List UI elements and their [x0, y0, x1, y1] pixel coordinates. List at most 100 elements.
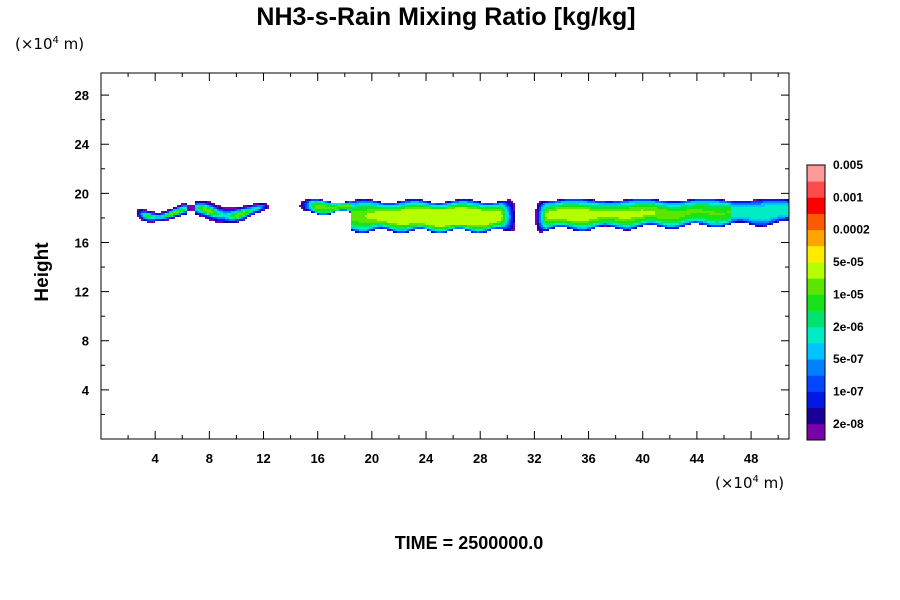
- heatmap-cell: [457, 199, 459, 201]
- heatmap-cell: [347, 209, 349, 211]
- heatmap-cell: [473, 227, 481, 229]
- heatmap-cell: [537, 227, 539, 229]
- heatmap-cell: [507, 211, 509, 213]
- heatmap-cell: [643, 209, 667, 211]
- heatmap-cell: [541, 223, 543, 225]
- heatmap-cell: [359, 231, 365, 233]
- heatmap-cell: [245, 217, 247, 219]
- heatmap-cell: [619, 223, 633, 225]
- heatmap-cell: [357, 207, 385, 209]
- heatmap-cell: [179, 207, 181, 209]
- heatmap-cell: [215, 213, 219, 215]
- heatmap-cell: [179, 215, 181, 217]
- heatmap-cell: [683, 223, 685, 225]
- heatmap-cell: [423, 227, 425, 229]
- heatmap-cell: [639, 225, 641, 227]
- heatmap-cell: [511, 213, 513, 215]
- heatmap-cell: [409, 205, 425, 207]
- heatmap-cell: [331, 211, 333, 213]
- heatmap-cell: [149, 215, 153, 217]
- heatmap-cell: [661, 225, 663, 227]
- heatmap-cell: [301, 203, 303, 205]
- heatmap-cell: [655, 199, 659, 201]
- heatmap-cell: [617, 227, 619, 229]
- heatmap-cell: [145, 219, 147, 221]
- heatmap-cell: [205, 215, 207, 217]
- heatmap-cell: [155, 219, 161, 221]
- heatmap-cell: [377, 219, 501, 221]
- heatmap-cell: [207, 201, 211, 203]
- heatmap-cell: [239, 211, 243, 213]
- heatmap-cell: [201, 211, 203, 213]
- heatmap-cell: [195, 211, 197, 213]
- heatmap-cell: [443, 203, 447, 205]
- heatmap-cell: [249, 211, 251, 213]
- heatmap-cell: [151, 213, 155, 215]
- heatmap-cell: [503, 223, 505, 225]
- heatmap-cell: [705, 217, 729, 219]
- heatmap-cell: [205, 205, 207, 207]
- heatmap-cell: [307, 207, 309, 209]
- heatmap-cell: [503, 215, 505, 217]
- heatmap-cell: [195, 209, 197, 211]
- heatmap-cell: [147, 221, 155, 223]
- heatmap-cell: [543, 227, 545, 229]
- heatmap-cell: [425, 205, 431, 207]
- heatmap-cell: [587, 227, 591, 229]
- heatmap-cell: [737, 219, 743, 221]
- heatmap-cell: [177, 205, 179, 207]
- heatmap-cell: [683, 225, 685, 227]
- heatmap-cell: [465, 229, 467, 231]
- heatmap-cell: [507, 213, 509, 215]
- heatmap-cell: [355, 199, 357, 201]
- heatmap-cell: [165, 219, 169, 221]
- heatmap-cell: [769, 217, 777, 219]
- heatmap-cell: [613, 201, 621, 203]
- y-tick-label: 8: [82, 334, 89, 349]
- heatmap-cell: [485, 229, 487, 231]
- heatmap-cell: [543, 223, 545, 225]
- heatmap-cell: [169, 209, 171, 211]
- heatmap-cell: [681, 205, 693, 207]
- heatmap-cell: [209, 205, 211, 207]
- heatmap-cell: [177, 207, 179, 209]
- heatmap-cell: [263, 205, 265, 207]
- heatmap-cell: [311, 209, 313, 211]
- heatmap-cell: [541, 215, 543, 217]
- heatmap-cell: [197, 203, 205, 205]
- heatmap-cell: [621, 201, 629, 203]
- heatmap-cell: [729, 217, 731, 219]
- heatmap-cell: [623, 199, 625, 201]
- heatmap-cell: [687, 209, 703, 211]
- heatmap-cell: [501, 209, 503, 211]
- heatmap-cell: [507, 225, 509, 227]
- heatmap-cell: [545, 213, 655, 215]
- heatmap-cell: [207, 211, 213, 213]
- heatmap-cell: [215, 221, 223, 223]
- heatmap-cell: [603, 225, 607, 227]
- heatmap-cell: [503, 205, 505, 207]
- heatmap-cell: [249, 213, 251, 215]
- heatmap-cell: [219, 207, 223, 209]
- heatmap-cell: [541, 219, 543, 221]
- heatmap-cell: [253, 203, 257, 205]
- heatmap-cell: [703, 221, 707, 223]
- heatmap-cell: [483, 231, 485, 233]
- heatmap-cell: [511, 227, 513, 229]
- x-unit-suffix: m): [759, 474, 784, 492]
- heatmap-cell: [185, 203, 187, 205]
- heatmap-cell: [619, 217, 631, 219]
- heatmap-cell: [311, 201, 315, 203]
- heatmap-cell: [629, 225, 635, 227]
- heatmap-cell: [429, 203, 435, 205]
- heatmap-cell: [207, 215, 209, 217]
- heatmap-cell: [505, 209, 507, 211]
- x-tick-label: 4: [152, 451, 160, 466]
- heatmap-cell: [681, 219, 687, 221]
- heatmap-cell: [503, 211, 505, 213]
- x-unit-exponent: 4: [753, 474, 759, 485]
- heatmap-cell: [495, 227, 507, 229]
- x-unit-label: (×104 m): [715, 474, 784, 492]
- heatmap-cell: [729, 221, 731, 223]
